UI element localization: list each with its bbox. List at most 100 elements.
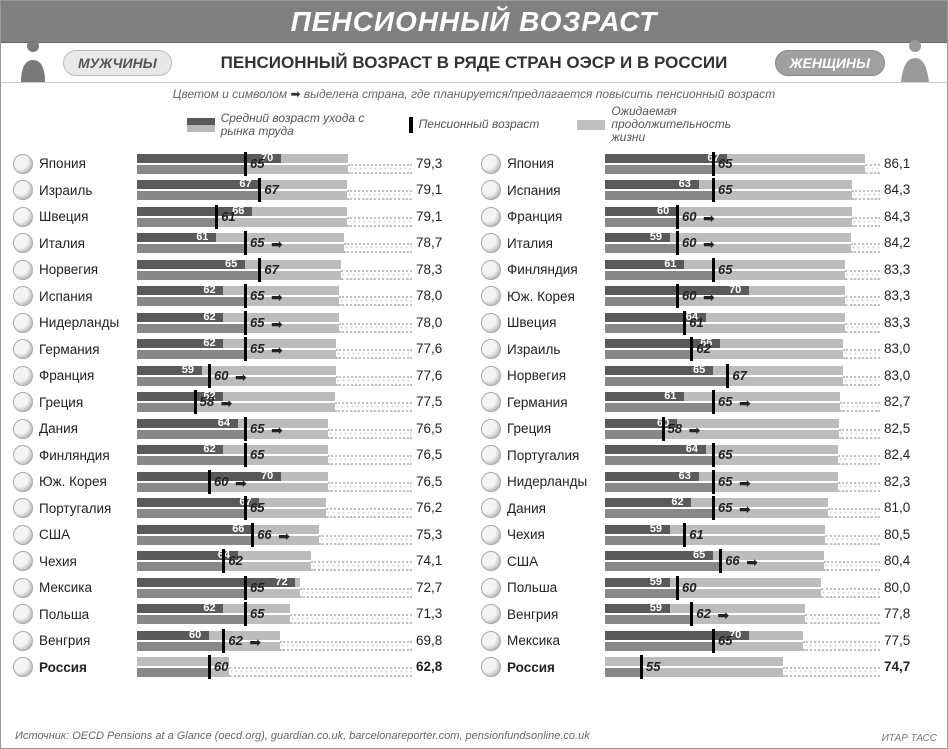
flag-icon [13, 498, 33, 518]
retirement-value: 60 [214, 659, 228, 674]
flag-icon [481, 286, 501, 306]
flag-icon [481, 445, 501, 465]
flag-icon [481, 578, 501, 598]
life-expectancy-value: 74,7 [884, 659, 910, 674]
legend-avg: Средний возраст ухода с рынка труда [187, 105, 371, 145]
bar-group: 6258➡77,5 [137, 391, 463, 413]
avg-value: 62 [203, 284, 215, 296]
country-label: Нидерланды [39, 315, 137, 330]
retirement-value: 58 [668, 421, 682, 436]
life-expectancy-value: 79,1 [416, 182, 442, 197]
life-expectancy-value: 83,0 [884, 368, 910, 383]
data-row: Мексика726572,7 [13, 575, 463, 602]
bar-group: 5962➡77,8 [605, 603, 931, 625]
flag-icon [481, 392, 501, 412]
men-pill: МУЖЧИНЫ [63, 50, 172, 76]
retirement-value: 60 [682, 235, 696, 250]
increase-arrow-icon: ➡ [703, 236, 715, 253]
bar-group: 706577,5 [605, 630, 931, 652]
retirement-value: 65 [718, 182, 732, 197]
life-expectancy-value: 79,1 [416, 209, 442, 224]
country-label: Израиль [507, 342, 605, 357]
retirement-value: 65 [718, 447, 732, 462]
swatch-avg-icon [187, 118, 215, 132]
country-label: Швеция [507, 315, 605, 330]
bar-group: 5960➡77,6 [137, 365, 463, 387]
data-row: Норвегия656778,3 [13, 257, 463, 284]
bar-group: 6265➡77,6 [137, 338, 463, 360]
data-row: Португалия646582,4 [481, 442, 931, 469]
data-row: Япония706579,3 [13, 151, 463, 178]
retirement-value: 65 [250, 341, 264, 356]
country-label: Дания [507, 501, 605, 516]
flag-icon [13, 286, 33, 306]
increase-arrow-icon: ➡ [739, 395, 751, 412]
increase-arrow-icon: ➡ [271, 422, 283, 439]
data-row: Германия6265➡77,6 [13, 336, 463, 363]
country-label: Польша [507, 580, 605, 595]
data-row: Нидерланды6365➡82,3 [481, 469, 931, 496]
flag-icon [481, 657, 501, 677]
life-expectancy-value: 74,1 [416, 553, 442, 568]
retirement-value: 65 [718, 262, 732, 277]
life-expectancy-value: 80,5 [884, 527, 910, 542]
flag-icon [481, 180, 501, 200]
retirement-value: 62 [228, 553, 242, 568]
bar-group: 666283,0 [605, 338, 931, 360]
legend-life-label: Ожидаемая продолжительность жизни [611, 105, 761, 145]
life-expectancy-value: 83,0 [884, 341, 910, 356]
swatch-tick-icon [409, 117, 413, 133]
increase-arrow-icon: ➡ [703, 210, 715, 227]
data-row: Чехия596180,5 [481, 522, 931, 549]
bar-group: 6365➡82,3 [605, 471, 931, 493]
country-label: Италия [39, 236, 137, 251]
retirement-value: 65 [250, 500, 264, 515]
country-label: Норвегия [39, 262, 137, 277]
country-label: Дания [39, 421, 137, 436]
avg-value: 63 [679, 178, 691, 190]
country-label: Юж. Корея [39, 474, 137, 489]
country-label: Швеция [39, 209, 137, 224]
flag-icon [481, 207, 501, 227]
avg-value: 59 [650, 523, 662, 535]
flag-icon [481, 631, 501, 651]
infographic-frame: ПЕНСИОННЫЙ ВОЗРАСТ МУЖЧИНЫ ПЕНСИОННЫЙ ВО… [0, 0, 948, 749]
data-row: Израиль676779,1 [13, 177, 463, 204]
data-row: Португалия676576,2 [13, 495, 463, 522]
avg-value: 62 [671, 496, 683, 508]
life-expectancy-value: 77,6 [416, 341, 442, 356]
country-label: Россия [507, 660, 605, 675]
retirement-value: 65 [250, 315, 264, 330]
retirement-value: 62 [228, 633, 242, 648]
increase-arrow-icon: ➡ [221, 395, 233, 412]
life-expectancy-value: 84,2 [884, 235, 910, 250]
avg-value: 59 [650, 576, 662, 588]
retirement-value: 66 [257, 527, 271, 542]
avg-value: 59 [650, 602, 662, 614]
data-row: Швеция666179,1 [13, 204, 463, 231]
avg-value: 59 [182, 364, 194, 376]
country-label: Испания [39, 289, 137, 304]
bar-group: 596080,0 [605, 577, 931, 599]
country-label: Финляндия [507, 262, 605, 277]
column-women: Япония676586,1Испания636584,3Франция6060… [481, 151, 931, 681]
legend: Средний возраст ухода с рынка труда Пенс… [1, 103, 947, 151]
bar-group: 6165➡78,7 [137, 232, 463, 254]
flag-icon [481, 604, 501, 624]
life-expectancy-value: 82,3 [884, 474, 910, 489]
increase-arrow-icon: ➡ [235, 369, 247, 386]
data-row: Норвегия656783,0 [481, 363, 931, 390]
data-row: Швеция646183,3 [481, 310, 931, 337]
retirement-value: 62 [696, 606, 710, 621]
retirement-value: 65 [250, 288, 264, 303]
country-label: Франция [507, 209, 605, 224]
flag-icon [481, 525, 501, 545]
country-label: Япония [39, 156, 137, 171]
flag-icon [13, 339, 33, 359]
life-expectancy-value: 76,2 [416, 500, 442, 515]
legend-ret-label: Пенсионный возраст [419, 118, 540, 131]
life-expectancy-value: 80,4 [884, 553, 910, 568]
life-expectancy-value: 82,5 [884, 421, 910, 436]
data-row: Польша626571,3 [13, 601, 463, 628]
retirement-value: 61 [221, 209, 235, 224]
